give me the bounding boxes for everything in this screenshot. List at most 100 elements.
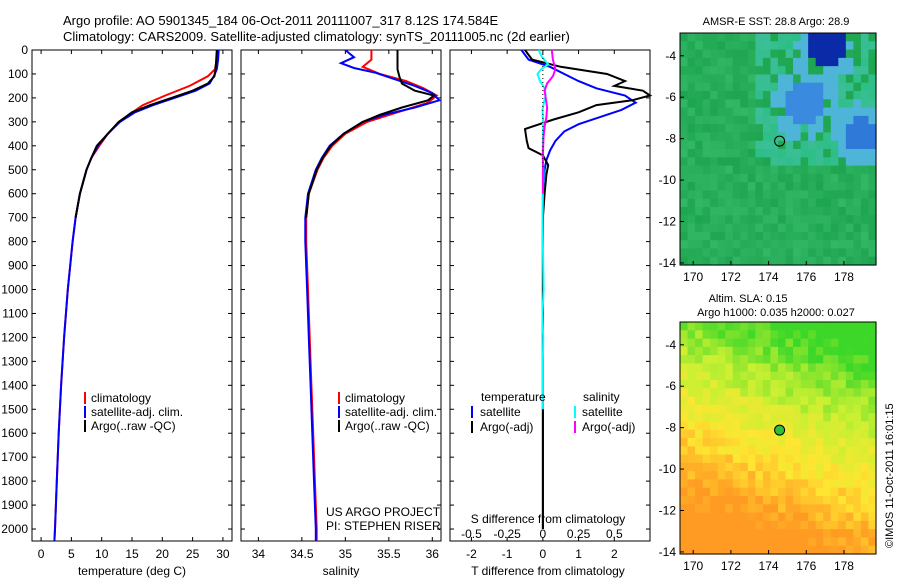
series-line — [53, 49, 220, 542]
map-cell — [710, 330, 719, 340]
map-cell — [770, 512, 779, 522]
map-cell — [800, 33, 809, 42]
map-cell — [762, 421, 772, 431]
map-cell — [808, 115, 817, 125]
map-cell — [747, 198, 756, 208]
map-x-tick-label: 178 — [834, 559, 854, 573]
map-cell — [860, 363, 870, 373]
map-cell — [702, 396, 711, 406]
map-cell — [710, 438, 719, 447]
map-cell — [762, 429, 772, 439]
map-cell — [853, 338, 862, 348]
map-cell — [687, 496, 696, 505]
map-cell — [793, 190, 802, 200]
map-y-tick-label: -4 — [665, 338, 676, 352]
map-cell — [717, 49, 726, 59]
map-cell — [725, 248, 734, 258]
map-cell — [680, 363, 689, 373]
map-cell — [755, 231, 764, 241]
map-cell — [740, 404, 749, 414]
map-cell — [868, 149, 877, 158]
map-cell — [762, 91, 772, 100]
map-cell — [860, 322, 870, 331]
map-cell — [717, 471, 726, 481]
map-cell — [725, 537, 734, 547]
map-cell — [717, 115, 726, 125]
map-cell — [747, 223, 756, 233]
map-cell — [755, 487, 764, 497]
map-cell — [755, 322, 764, 331]
map-cell — [868, 487, 877, 497]
map-cell — [702, 346, 711, 356]
map-cell — [853, 471, 862, 481]
map-cell — [808, 545, 817, 555]
map-cell — [845, 429, 854, 439]
map-cell — [815, 346, 824, 356]
map-cell — [717, 479, 726, 489]
map-cell — [808, 74, 817, 84]
x-tick-label: 10 — [95, 547, 109, 561]
project-annotation: US ARGO PROJECT — [326, 505, 441, 519]
difference-legend: temperature salinity satellite Argo(-adj… — [471, 390, 635, 434]
map-cell — [747, 66, 756, 76]
map-cell — [800, 355, 809, 365]
map-cell — [845, 504, 854, 514]
temperature-xlabel: temperature (deg C) — [78, 564, 186, 578]
map-cell — [800, 454, 809, 464]
map-cell — [778, 462, 787, 472]
map-cell — [770, 74, 779, 84]
map-cell — [732, 223, 741, 233]
map-cell — [725, 223, 734, 233]
map-cell — [860, 388, 870, 398]
map-cell — [710, 338, 719, 348]
map-cell — [710, 57, 719, 67]
map-cell — [815, 190, 824, 200]
map-cell — [762, 140, 772, 150]
map-cell — [710, 223, 719, 233]
map-cell — [778, 330, 787, 340]
map-cell — [747, 190, 756, 200]
map-cell — [710, 140, 719, 150]
map-cell — [868, 91, 877, 100]
map-cell — [838, 231, 847, 241]
map-cell — [770, 149, 779, 158]
map-cell — [710, 504, 719, 514]
map-cell — [868, 107, 877, 117]
map-cell — [808, 421, 817, 431]
map-cell — [823, 479, 832, 489]
map-cell — [762, 173, 772, 183]
map-cell — [717, 496, 726, 505]
map-cell — [687, 537, 696, 547]
map-cell — [815, 124, 824, 134]
map-cell — [793, 41, 802, 51]
map-cell — [845, 173, 854, 183]
map-cell — [732, 173, 741, 183]
map-cell — [695, 529, 704, 539]
map-cell — [830, 421, 839, 431]
map-cell — [770, 529, 779, 539]
map-cell — [853, 487, 862, 497]
map-y-tick-label: -6 — [665, 379, 676, 393]
map-cell — [695, 396, 704, 406]
map-cell — [747, 388, 756, 398]
map-cell — [860, 240, 870, 250]
map-cell — [717, 82, 726, 92]
map-cell — [860, 346, 870, 356]
map-cell — [732, 256, 741, 266]
map-cell — [860, 454, 870, 464]
map-cell — [717, 149, 726, 158]
depth-axis: 0100200300400500600700800900100011001200… — [1, 43, 650, 536]
map-cell — [680, 140, 689, 150]
map-cell — [702, 240, 711, 250]
map-cell — [710, 107, 719, 117]
map-cell — [687, 529, 696, 539]
map-cell — [732, 215, 741, 225]
map-cell — [860, 371, 870, 381]
map-cell — [755, 66, 764, 76]
map-cell — [860, 471, 870, 481]
map-cell — [830, 41, 839, 51]
map-cell — [755, 91, 764, 100]
map-cell — [845, 479, 854, 489]
map-cell — [740, 33, 749, 42]
x-tick-label: 5 — [68, 547, 75, 561]
